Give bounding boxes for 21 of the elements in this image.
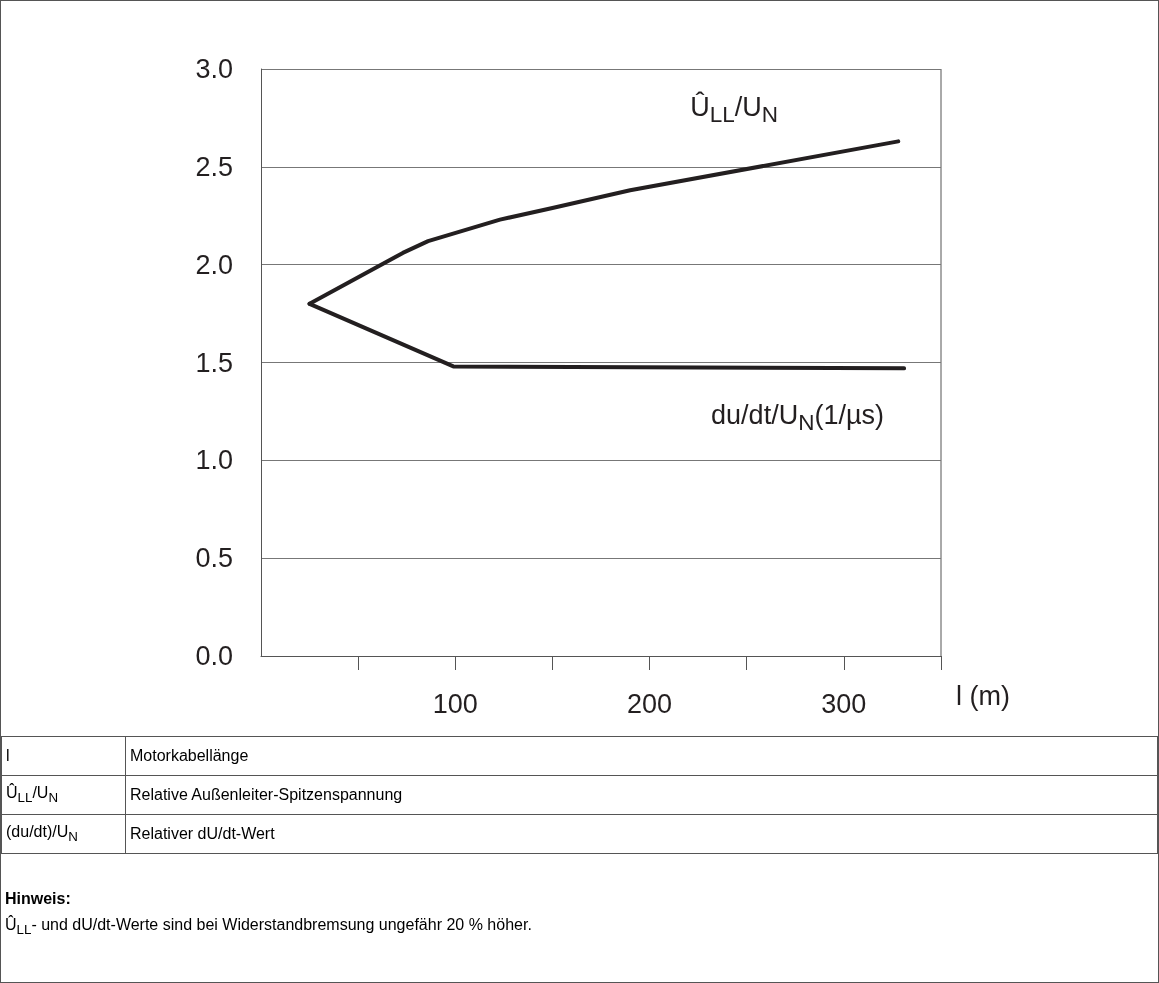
- text: Û$_{LL}$- und dU/dt-Werte sind bei Widerstandbremsung ungefähr 20 % höher.: [5, 916, 532, 938]
- series-label: Û$_{LL}$/U$_{N}$: [690, 92, 778, 129]
- text: Motorkabellänge: [125, 736, 1158, 776]
- y-tick-label: 1.5: [195, 347, 233, 378]
- y-tick-label: 1.0: [195, 445, 233, 476]
- x-tick-label: 300: [821, 688, 867, 719]
- y-tick-label: 2.5: [195, 151, 233, 182]
- text: Û$_{LL}$/U$_{N}$: [1, 775, 126, 815]
- y-tick-label: 0.0: [195, 641, 233, 671]
- text: (du/dt)/U$_{N}$: [1, 814, 126, 854]
- text: Relative Außenleiter-Spitzenspannung: [125, 775, 1158, 815]
- text: l: [1, 736, 126, 776]
- text: Relativer dU/dt-Wert: [125, 814, 1158, 854]
- text: Hinweis:: [5, 890, 71, 907]
- y-tick-label: 2.0: [195, 249, 233, 280]
- x-axis-title: l (m): [956, 680, 1010, 712]
- series-label: du/dt/U$_{N}$(1/µs): [711, 400, 884, 437]
- y-tick-label: 3.0: [195, 54, 233, 84]
- x-tick-label: 100: [432, 688, 478, 719]
- x-tick-label: 200: [627, 688, 673, 719]
- y-tick-label: 0.5: [195, 543, 233, 574]
